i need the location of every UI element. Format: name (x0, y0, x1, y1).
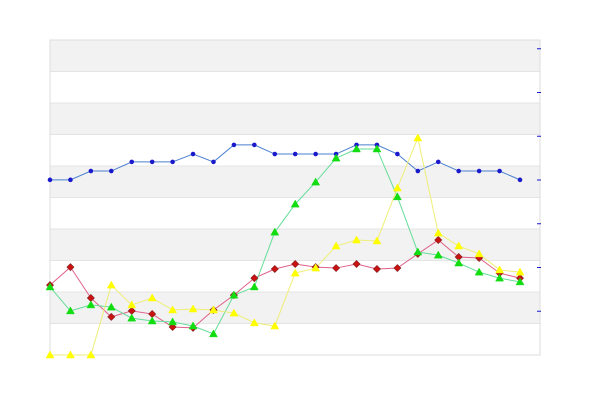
point (372, 144, 382, 153)
point (66, 263, 75, 272)
point (413, 133, 423, 142)
point (517, 177, 523, 183)
point (45, 282, 55, 291)
point (66, 306, 75, 315)
grid-band (50, 229, 540, 261)
point (311, 177, 321, 186)
point (188, 304, 198, 313)
point (127, 300, 137, 309)
point (434, 236, 443, 245)
point (292, 151, 298, 157)
point (168, 317, 178, 326)
point (331, 241, 341, 250)
point (433, 250, 443, 259)
point (190, 151, 196, 157)
series-line (49, 148, 521, 335)
point (147, 316, 157, 325)
point (168, 322, 177, 331)
point (352, 259, 361, 268)
point (45, 350, 55, 359)
point (107, 312, 116, 321)
point (372, 265, 381, 273)
point (147, 293, 157, 302)
point (456, 168, 461, 174)
grid-band (50, 40, 540, 72)
point (497, 168, 502, 174)
point (393, 264, 402, 273)
point (433, 228, 443, 237)
point (209, 329, 218, 338)
point (188, 321, 198, 330)
point (249, 318, 259, 327)
point (395, 151, 400, 157)
point (272, 151, 278, 157)
point (332, 264, 341, 273)
point (311, 263, 321, 272)
point (68, 177, 73, 183)
point (106, 302, 116, 311)
point (415, 168, 421, 174)
point (129, 159, 135, 165)
point (515, 267, 525, 276)
point (270, 321, 280, 330)
point (495, 265, 504, 274)
point (392, 183, 402, 192)
point (250, 274, 259, 283)
point (106, 280, 116, 289)
point (474, 249, 484, 258)
point (229, 308, 239, 317)
point (454, 241, 464, 250)
point (170, 159, 175, 165)
point (47, 177, 53, 183)
point (291, 259, 300, 268)
series-line (49, 239, 521, 329)
point (86, 350, 96, 359)
point (290, 199, 300, 208)
point (454, 258, 464, 267)
point (252, 142, 257, 148)
point (392, 192, 402, 201)
point (249, 282, 259, 291)
point (331, 153, 341, 162)
point (495, 273, 504, 282)
point (372, 236, 382, 245)
point (211, 159, 216, 165)
point (352, 144, 361, 153)
point (168, 305, 178, 314)
point (413, 247, 423, 256)
point (515, 277, 525, 286)
point (127, 313, 137, 322)
point (313, 151, 318, 157)
point (270, 265, 279, 273)
point (66, 350, 75, 359)
point (229, 290, 239, 299)
point (352, 235, 361, 244)
point (209, 305, 218, 314)
point (86, 300, 96, 309)
grid-band (50, 103, 540, 135)
point (476, 168, 482, 174)
point (231, 142, 237, 148)
point (109, 168, 114, 174)
point (270, 227, 280, 236)
point (474, 267, 484, 276)
point (435, 159, 441, 165)
point (290, 268, 300, 277)
point (149, 159, 155, 165)
series-line (50, 144, 521, 181)
point (88, 168, 94, 174)
plot-border (49, 39, 541, 356)
